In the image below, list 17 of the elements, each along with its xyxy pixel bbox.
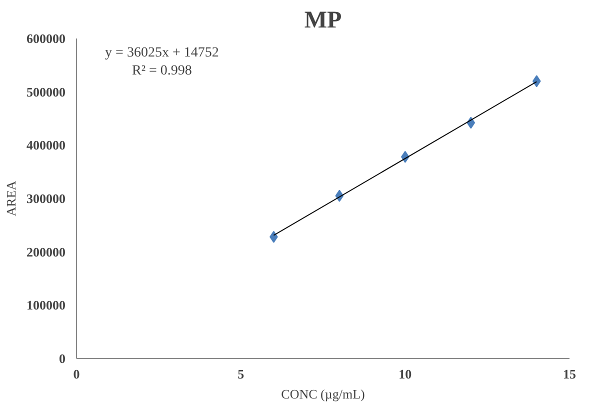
y-tick-label: 200000 bbox=[26, 244, 66, 260]
x-tick-label: 15 bbox=[563, 366, 576, 382]
annotation: y = 36025x + 14752 bbox=[105, 46, 219, 60]
point bbox=[532, 75, 541, 88]
annotation: R² = 0.998 bbox=[132, 64, 192, 78]
y-tick-label: 500000 bbox=[26, 84, 66, 100]
y-axis-title: AREA bbox=[4, 180, 18, 216]
y-tick-label: 100000 bbox=[26, 298, 66, 313]
y-tick-label: 0 bbox=[59, 351, 66, 366]
x-tick-label: 0 bbox=[73, 366, 80, 382]
y-tick-label: 400000 bbox=[26, 138, 66, 153]
x-axis-title: CONC (µg/mL) bbox=[281, 386, 365, 402]
x-tick-label: 5 bbox=[238, 366, 245, 382]
x-tick-label: 10 bbox=[398, 366, 412, 382]
chart-title: MP bbox=[304, 8, 342, 34]
y-tick-label: 300000 bbox=[26, 191, 66, 206]
y-tick-label: 600000 bbox=[26, 31, 66, 46]
